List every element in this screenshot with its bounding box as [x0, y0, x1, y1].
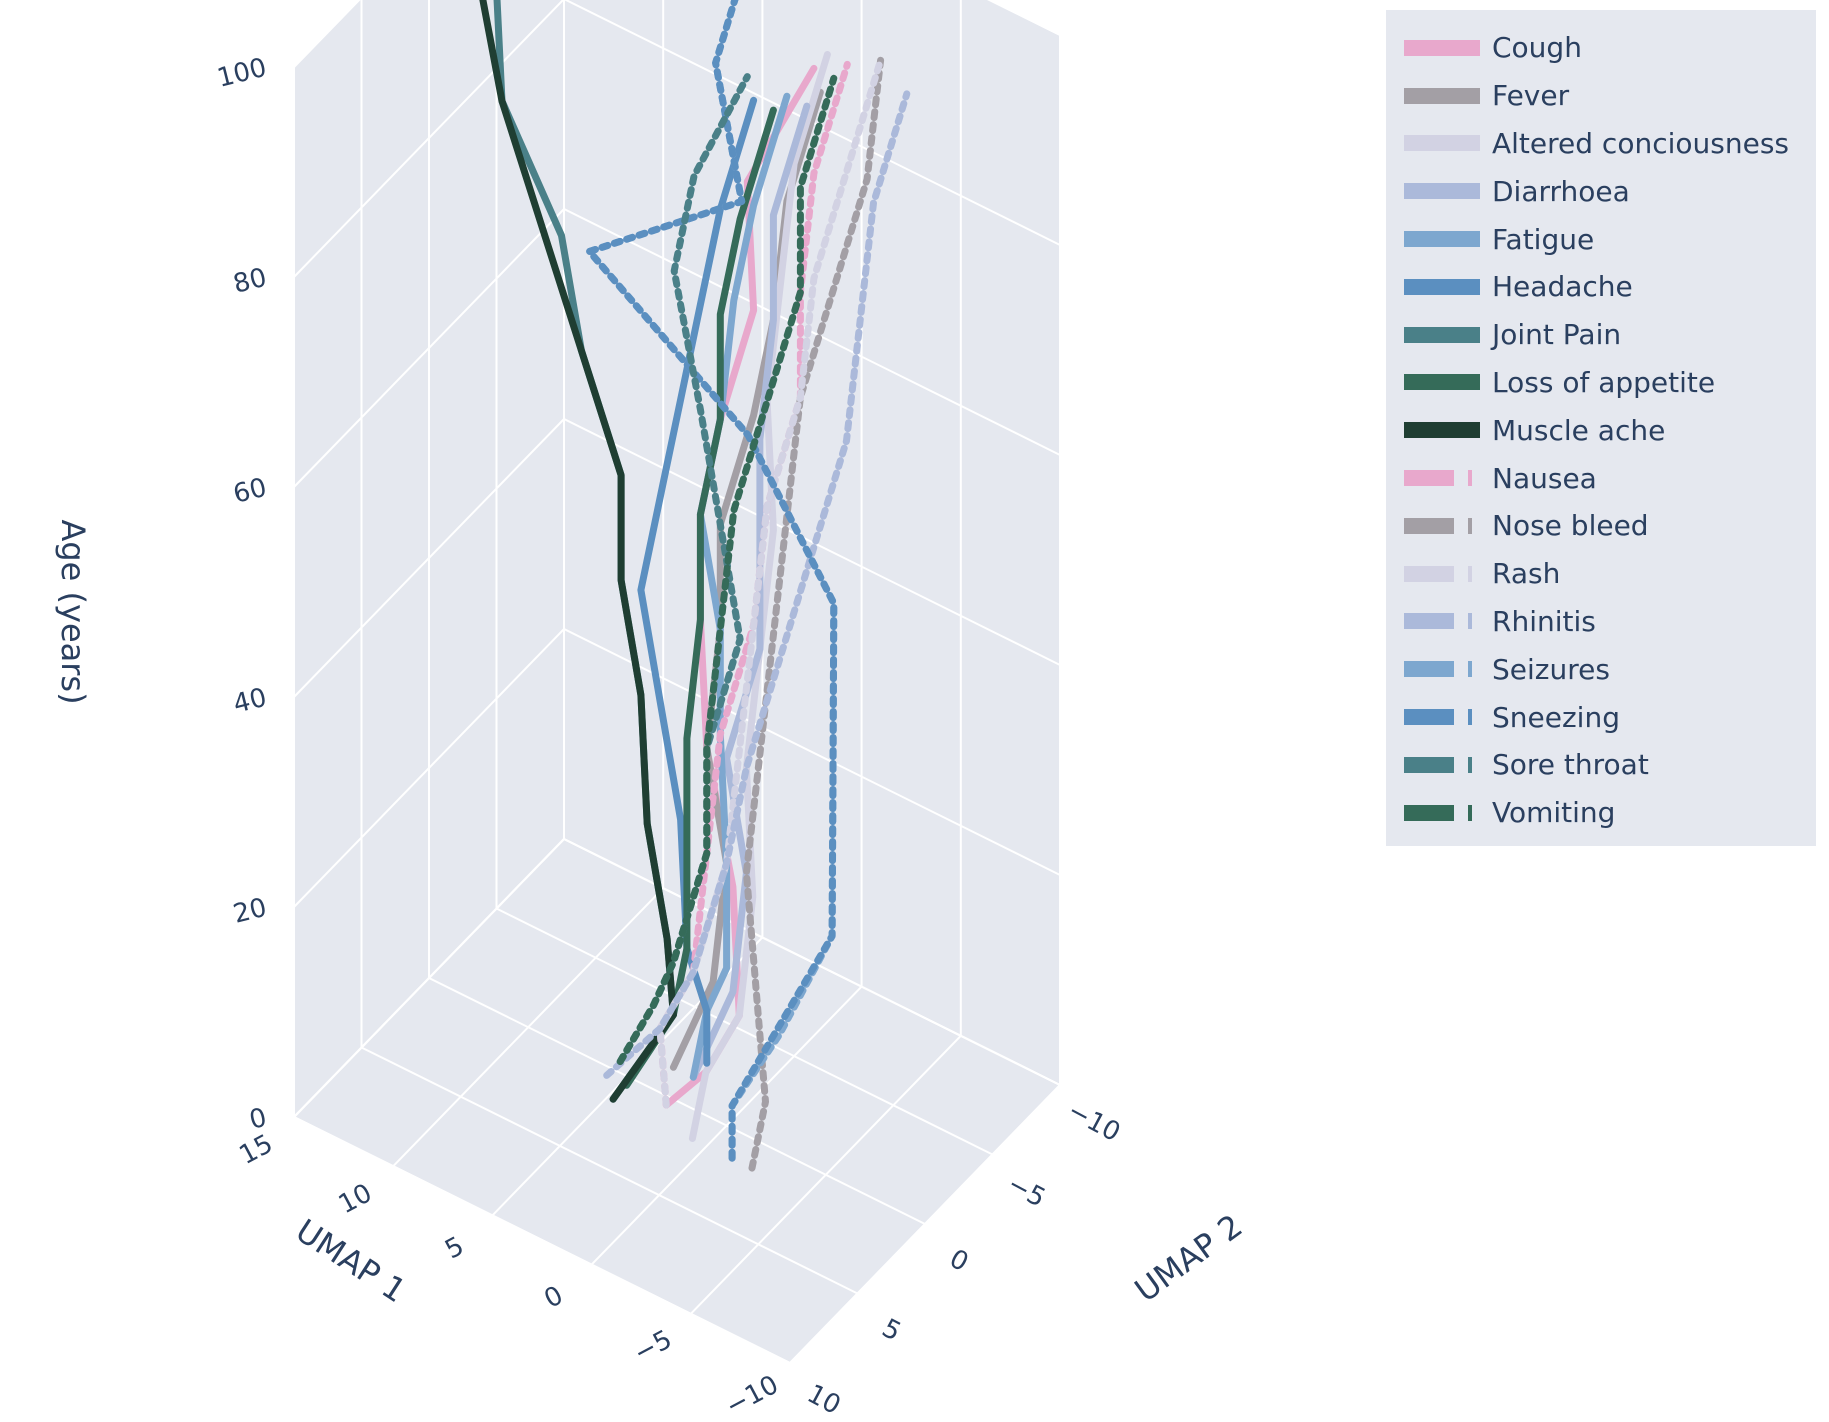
legend-item[interactable]: Muscle ache: [1386, 406, 1816, 454]
legend-item[interactable]: Headache: [1386, 263, 1816, 311]
y-tick-label: −5: [1002, 1169, 1050, 1213]
z-axis-title: Age (years): [54, 519, 92, 704]
legend-item[interactable]: Joint Pain: [1386, 311, 1816, 359]
legend-swatch: [1404, 613, 1472, 630]
legend-item[interactable]: Nose bleed: [1386, 502, 1816, 550]
x-tick-label: 10: [334, 1178, 377, 1220]
series-line-vomiting[interactable]: [616, 74, 838, 1065]
series-line-loss-of-appetite[interactable]: [623, 106, 777, 1089]
y-gridline: [495, 0, 993, 1156]
legend-label: Altered conciousness: [1492, 126, 1789, 160]
legend-swatch: [1404, 422, 1480, 439]
legend-item[interactable]: Rhinitis: [1386, 598, 1816, 646]
x-tick-label: −5: [629, 1324, 677, 1368]
legend-label: Nausea: [1492, 461, 1597, 495]
legend-label: Cough: [1492, 31, 1582, 65]
series-line-sneezing[interactable]: [585, 0, 838, 1162]
legend-item[interactable]: Sore throat: [1386, 741, 1816, 789]
y-tick-label: 10: [802, 1379, 845, 1421]
legend-swatch: [1404, 87, 1480, 104]
x-tick-label: 0: [539, 1280, 568, 1314]
legend-label: Fever: [1492, 79, 1570, 113]
legend-label: Rhinitis: [1492, 604, 1596, 638]
z-tick-label: 40: [230, 683, 269, 720]
legend-label: Rash: [1492, 557, 1561, 591]
legend-swatch: [1404, 709, 1472, 726]
series-line-nose-bleed[interactable]: [742, 56, 885, 1172]
legend-label: Headache: [1492, 270, 1633, 304]
legend-swatch: [1404, 804, 1472, 821]
legend-item[interactable]: Sneezing: [1386, 693, 1816, 741]
legend-swatch: [1404, 374, 1480, 391]
legend-item[interactable]: Cough: [1386, 24, 1816, 72]
legend-label: Vomiting: [1492, 796, 1616, 830]
legend-label: Seizures: [1492, 652, 1610, 686]
series-layer: [479, 0, 911, 1172]
legend-swatch: [1404, 135, 1480, 152]
z-tick-label: 100: [214, 53, 269, 94]
x-axis-title: UMAP 1: [289, 1211, 413, 1310]
legend-item[interactable]: Fever: [1386, 72, 1816, 120]
legend-label: Sore throat: [1492, 748, 1649, 782]
legend-swatch: [1404, 326, 1480, 343]
y-gridline: [293, 67, 791, 1364]
legend-item[interactable]: Rash: [1386, 550, 1816, 598]
legend-item[interactable]: Fatigue: [1386, 215, 1816, 263]
z-tick-label: 20: [230, 893, 269, 930]
legend-swatch: [1404, 231, 1480, 248]
legend-label: Sneezing: [1492, 700, 1620, 734]
legend-swatch: [1404, 183, 1480, 200]
x-tick-label: 15: [235, 1129, 278, 1171]
z-tick-label: 80: [230, 263, 269, 300]
legend-item[interactable]: Vomiting: [1386, 789, 1816, 837]
legend-swatch: [1404, 661, 1472, 678]
legend-item[interactable]: Seizures: [1386, 645, 1816, 693]
legend: Cough Fever Altered conciousness Diarrhoea F…: [1386, 10, 1816, 846]
legend-swatch: [1404, 470, 1472, 487]
x-tick-label: 5: [440, 1231, 469, 1265]
series-line-rhinitis[interactable]: [603, 90, 911, 1079]
legend-item[interactable]: Altered conciousness: [1386, 120, 1816, 168]
legend-label: Diarrhoea: [1492, 174, 1630, 208]
legend-swatch: [1404, 39, 1480, 56]
y-tick-label: 5: [877, 1313, 906, 1347]
legend-label: Muscle ache: [1492, 413, 1666, 447]
legend-label: Fatigue: [1492, 222, 1595, 256]
legend-item[interactable]: Diarrhoea: [1386, 167, 1816, 215]
y-tick-label: −10: [1062, 1096, 1125, 1148]
legend-label: Nose bleed: [1492, 509, 1649, 543]
legend-swatch: [1404, 565, 1472, 582]
z-gridline: [293, 0, 1061, 278]
legend-item[interactable]: Loss of appetite: [1386, 359, 1816, 407]
z-tick-label: 0: [246, 1103, 269, 1136]
y-gridline: [563, 0, 1061, 1086]
legend-swatch: [1404, 278, 1480, 295]
z-tick-label: 60: [230, 473, 269, 510]
y-axis-title: UMAP 2: [1128, 1207, 1250, 1310]
y-gridline: [360, 0, 858, 1295]
legend-swatch: [1404, 517, 1472, 534]
axis-walls: [292, 0, 1062, 1365]
legend-item[interactable]: Nausea: [1386, 454, 1816, 502]
legend-swatch: [1404, 756, 1472, 773]
y-tick-label: 0: [944, 1244, 973, 1278]
series-line-diarrhoea[interactable]: [689, 102, 811, 1081]
grid-lines: [293, 0, 1061, 1364]
legend-label: Loss of appetite: [1492, 365, 1716, 399]
legend-label: Joint Pain: [1492, 318, 1622, 352]
x-tick-label: −10: [721, 1370, 784, 1422]
